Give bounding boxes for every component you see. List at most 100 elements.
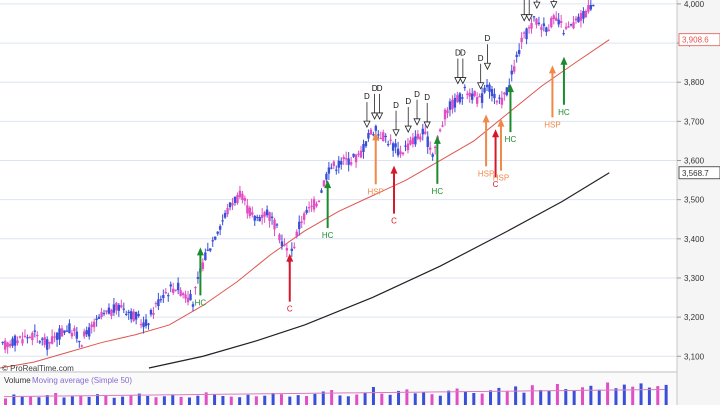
candle-body — [181, 293, 185, 296]
candle-body — [83, 331, 86, 337]
candle-body — [416, 133, 420, 139]
candle-body — [204, 252, 207, 261]
candle-body — [38, 341, 41, 343]
candle-body — [246, 205, 249, 214]
candle-body — [337, 160, 340, 168]
distribution-arrow-head — [525, 14, 533, 22]
candle-body — [164, 291, 167, 294]
candle-body — [78, 340, 81, 343]
volume-bar — [254, 396, 258, 405]
candle-body — [154, 302, 158, 305]
candle-body — [567, 26, 570, 28]
candle-body — [251, 212, 254, 215]
candle-body — [16, 340, 19, 344]
volume-bar — [564, 389, 568, 405]
price-badge-box — [678, 166, 720, 180]
candle-body — [513, 66, 516, 72]
candle-body — [110, 309, 113, 316]
candle-body — [85, 330, 88, 335]
candle-body — [60, 328, 64, 337]
candle-body — [305, 209, 308, 213]
volume-bar — [296, 395, 300, 405]
candle-body — [63, 330, 66, 333]
candle-body — [36, 334, 39, 337]
y-tick-label: 3,800 — [684, 78, 705, 87]
candle-body — [419, 136, 422, 140]
price-badge-text: 3,568.7 — [682, 169, 709, 178]
candle-body — [424, 131, 427, 134]
signal-arrow-head — [433, 135, 441, 144]
volume-bar — [397, 390, 401, 405]
volume-bar — [171, 395, 175, 405]
candle-body — [23, 335, 27, 337]
volume-bar — [129, 395, 133, 405]
price-badge-box — [678, 33, 720, 47]
candle-body — [58, 328, 61, 340]
volume-bar — [514, 386, 518, 405]
candle-body — [577, 16, 580, 23]
signal-arrow-head — [324, 180, 332, 189]
volume-bar — [614, 388, 618, 405]
volume-bar — [497, 387, 501, 405]
volume-bar — [121, 396, 125, 405]
candle-body — [162, 295, 165, 299]
candle-body — [174, 289, 177, 291]
candle-body — [130, 311, 133, 320]
distribution-arrow-head — [533, 1, 541, 10]
candle-body — [535, 18, 538, 25]
candle-body — [176, 282, 180, 291]
signal-arrow-head — [560, 56, 568, 65]
candle-body — [310, 205, 313, 207]
candle-body — [248, 207, 252, 216]
volume-bar — [213, 394, 217, 405]
candle-body — [134, 312, 138, 320]
distribution-label: D — [424, 93, 430, 102]
candle-body — [33, 330, 37, 332]
candle-body — [401, 152, 405, 155]
volume-bar — [20, 396, 24, 405]
signal-arrow-head — [492, 129, 500, 138]
ma-slow-line — [148, 172, 610, 369]
signal-label: C — [493, 180, 499, 189]
candle-body — [73, 328, 76, 332]
volume-bar — [271, 393, 275, 405]
candle-body — [369, 129, 373, 135]
volume-bar — [355, 394, 359, 405]
candle-body — [53, 336, 56, 338]
candle-body — [184, 294, 187, 299]
candle-body — [505, 87, 509, 96]
y-tick-label: 3,500 — [684, 196, 705, 205]
volume-bar — [472, 393, 476, 405]
candle-body — [564, 26, 568, 29]
candle-body — [458, 93, 462, 103]
volume-ma-line — [3, 388, 665, 398]
candle-body — [517, 49, 521, 54]
candle-body — [285, 248, 289, 251]
volume-bar — [179, 396, 183, 405]
candle-body — [55, 332, 59, 340]
volume-bar — [664, 384, 668, 405]
candle-body — [112, 304, 116, 313]
y-tick-label: 3,700 — [684, 117, 705, 126]
volume-bar — [480, 393, 484, 405]
y-tick-label: 3,200 — [684, 313, 705, 322]
grid-lines — [0, 3, 677, 357]
candle-body — [480, 93, 484, 103]
volume-bar — [263, 395, 267, 405]
candle-body — [488, 84, 491, 92]
candle-body — [510, 70, 513, 75]
candle-body — [451, 99, 454, 110]
volume-bar — [321, 391, 325, 405]
distribution-label: D — [372, 84, 378, 93]
candle-body — [6, 342, 9, 348]
volume-bar — [112, 397, 116, 405]
candle-body — [438, 129, 442, 132]
candle-body — [50, 336, 54, 344]
candle-body — [26, 337, 29, 339]
candle-body — [157, 299, 160, 307]
candle-body — [557, 19, 560, 25]
volume-bar — [330, 390, 334, 405]
candle-body — [322, 180, 326, 187]
candle-body — [446, 110, 449, 114]
signal-label: HSP — [544, 120, 560, 129]
